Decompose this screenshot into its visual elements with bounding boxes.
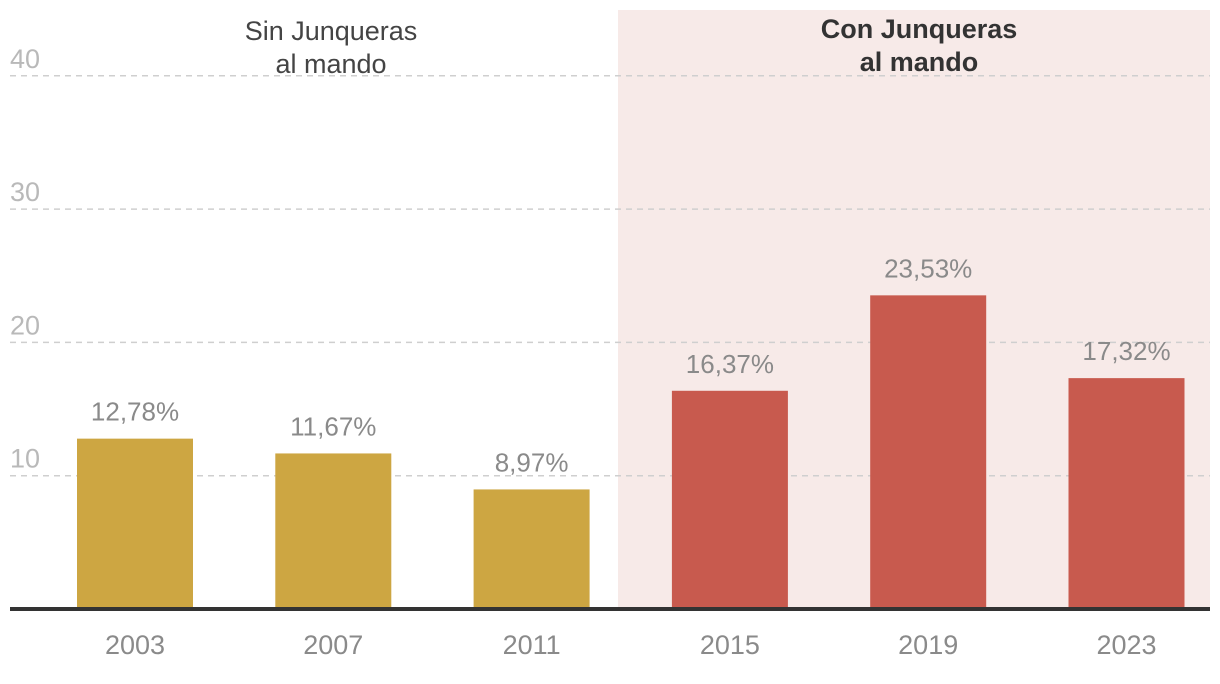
- y-tick-label: 20: [10, 310, 40, 340]
- bar-2019: [870, 295, 987, 609]
- y-tick-label: 40: [10, 44, 40, 74]
- x-tick-label-2011: 2011: [503, 630, 561, 660]
- gridlines: [10, 75, 1210, 477]
- bars: [77, 295, 1185, 609]
- section-label-con-junqueras-line2: al mando: [860, 47, 979, 77]
- bar-2011: [473, 489, 590, 609]
- y-tick-label: 30: [10, 177, 40, 207]
- data-label-2015: 16,37%: [686, 349, 774, 379]
- data-label-2007: 11,67%: [290, 411, 376, 441]
- x-tick-label-2019: 2019: [898, 630, 958, 660]
- data-labels: 12,78% 11,67% 8,97% 16,37% 23,53% 17,32%: [91, 253, 1171, 477]
- x-tick-label-2023: 2023: [1096, 630, 1156, 660]
- section-label-sin-junqueras-line2: al mando: [275, 49, 386, 79]
- section-label-con-junqueras-line1: Con Junqueras: [821, 14, 1018, 44]
- y-tick-label: 10: [10, 444, 40, 474]
- x-tick-label-2015: 2015: [700, 630, 760, 660]
- bar-2007: [275, 453, 392, 609]
- data-label-2003: 12,78%: [91, 397, 179, 427]
- section-label-sin-junqueras-line1: Sin Junqueras: [245, 16, 418, 46]
- x-tick-label-2007: 2007: [303, 630, 363, 660]
- x-tick-label-2003: 2003: [105, 630, 165, 660]
- data-label-2011: 8,97%: [495, 447, 569, 477]
- bar-2023: [1068, 378, 1185, 609]
- data-label-2019: 23,53%: [884, 253, 972, 283]
- data-label-2023: 17,32%: [1082, 336, 1170, 366]
- bar-2015: [671, 390, 788, 609]
- x-axis-ticks: 2003 2007 2011 2015 2019 2023: [105, 630, 1157, 660]
- y-axis-ticks: 10 20 30 40: [10, 44, 40, 474]
- bar-2003: [77, 438, 193, 609]
